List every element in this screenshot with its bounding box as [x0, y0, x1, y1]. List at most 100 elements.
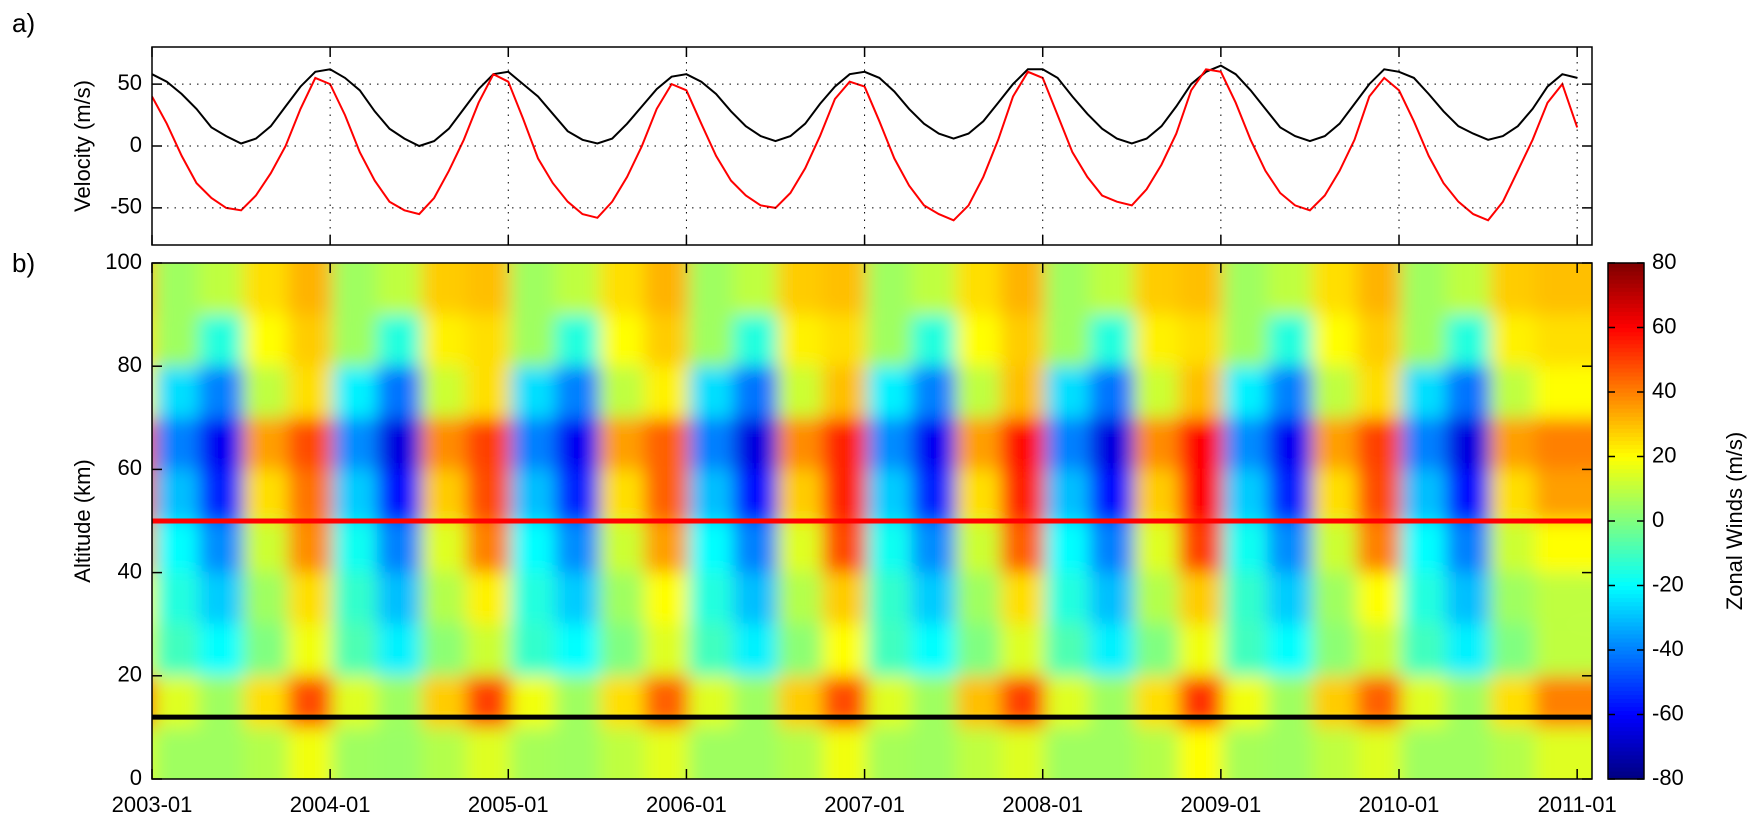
colorbar-step [1608, 617, 1644, 623]
panel-label: b) [12, 248, 35, 278]
y-tick-label: 60 [118, 455, 142, 480]
colorbar-step [1608, 581, 1644, 587]
colorbar-step [1608, 516, 1644, 522]
colorbar-step [1608, 504, 1644, 510]
colorbar-tick-label: 40 [1652, 378, 1676, 403]
colorbar-step [1608, 500, 1644, 506]
colorbar-step [1608, 645, 1644, 651]
colorbar-step [1608, 662, 1644, 667]
colorbar-label: Zonal Winds (m/s) [1722, 432, 1747, 610]
colorbar-step [1608, 363, 1644, 369]
colorbar-step [1608, 637, 1644, 643]
colorbar-step [1608, 488, 1644, 494]
colorbar-step [1608, 392, 1644, 397]
heatmap-cell [1534, 417, 1592, 470]
colorbar-step [1608, 674, 1644, 679]
colorbar-step [1608, 432, 1644, 437]
colorbar-step [1608, 682, 1644, 687]
colorbar-step [1608, 448, 1644, 454]
colorbar-step [1608, 537, 1644, 542]
colorbar-step [1608, 396, 1644, 401]
colorbar-step [1608, 428, 1644, 433]
colorbar-step [1608, 287, 1644, 292]
colorbar-step [1608, 408, 1644, 413]
heatmap-cell [1534, 521, 1592, 573]
colorbar-step [1608, 658, 1644, 663]
colorbar-step [1608, 404, 1644, 409]
colorbar-tick-label: -20 [1652, 571, 1684, 596]
colorbar-step [1608, 601, 1644, 607]
y-tick-label: -50 [110, 194, 142, 219]
colorbar-step [1608, 730, 1644, 736]
colorbar-step [1608, 440, 1644, 446]
colorbar-step [1608, 553, 1644, 558]
colorbar-step [1608, 331, 1644, 337]
line-series [152, 64, 1578, 148]
plot-frame [151, 46, 1593, 246]
colorbar-step [1608, 625, 1644, 631]
colorbar-step [1608, 758, 1644, 764]
x-tick-label: 2011-01 [1538, 792, 1617, 817]
colorbar-step [1608, 678, 1644, 683]
colorbar-step [1608, 359, 1644, 365]
x-tick-label: 2006-01 [646, 792, 727, 817]
heatmap-cell [1534, 727, 1592, 779]
colorbar-step [1608, 738, 1644, 744]
colorbar-step [1608, 351, 1644, 357]
x-tick-label: 2008-01 [1002, 792, 1083, 817]
colorbar-step [1608, 746, 1644, 752]
y-tick-label: 40 [118, 558, 142, 583]
colorbar-step [1608, 605, 1644, 611]
colorbar-step [1608, 593, 1644, 599]
colorbar-step [1608, 754, 1644, 760]
colorbar-step [1608, 770, 1644, 776]
colorbar-step [1608, 521, 1644, 526]
colorbar-step [1608, 424, 1644, 429]
colorbar-step [1608, 557, 1644, 562]
colorbar-step [1608, 629, 1644, 635]
y-tick-label: 100 [105, 249, 142, 274]
colorbar-step [1608, 267, 1644, 272]
colorbar-step [1608, 597, 1644, 603]
colorbar-step [1608, 529, 1644, 534]
y-tick-label: 0 [130, 765, 142, 790]
heatmap-cell [1534, 572, 1592, 625]
heatmap-cell [1534, 263, 1592, 315]
line-series [152, 68, 1579, 222]
colorbar-step [1608, 291, 1644, 296]
colorbar-tick-label: 20 [1652, 442, 1676, 467]
colorbar-step [1608, 307, 1644, 312]
colorbar-step [1608, 718, 1644, 724]
colorbar-step [1608, 585, 1644, 591]
x-tick-label: 2004-01 [290, 792, 371, 817]
colorbar-step [1608, 690, 1644, 695]
colorbar-step [1608, 460, 1644, 466]
colorbar-step [1608, 311, 1644, 317]
plot-area [152, 64, 1579, 222]
colorbar-step [1608, 452, 1644, 458]
colorbar-step [1608, 484, 1644, 490]
colorbar-step [1608, 698, 1644, 704]
colorbar-step [1608, 456, 1644, 462]
colorbar-step [1608, 569, 1644, 575]
y-tick-label: 20 [118, 662, 142, 687]
colorbar-step [1608, 436, 1644, 441]
colorbar-step [1608, 375, 1644, 381]
colorbar-step [1608, 464, 1644, 470]
colorbar-step [1608, 641, 1644, 647]
colorbar-step [1608, 706, 1644, 712]
colorbar-step [1608, 525, 1644, 530]
y-axis-label: Altitude (km) [70, 459, 95, 582]
colorbar-frame [1607, 262, 1645, 780]
heatmap-cell [1534, 675, 1592, 728]
colorbar-step [1608, 347, 1644, 353]
colorbar-step [1608, 726, 1644, 732]
colorbar-step [1608, 480, 1644, 486]
colorbar-step [1608, 541, 1644, 546]
colorbar-tick-label: 0 [1652, 507, 1664, 532]
colorbar-step [1608, 327, 1644, 333]
colorbar-step [1608, 774, 1644, 780]
colorbar-step [1608, 722, 1644, 728]
colorbar-step [1608, 702, 1644, 708]
